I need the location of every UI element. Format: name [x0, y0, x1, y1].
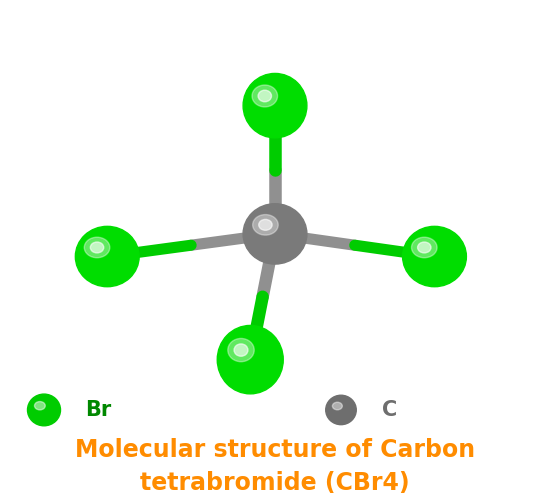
Ellipse shape: [35, 401, 45, 410]
Ellipse shape: [332, 402, 342, 410]
Ellipse shape: [28, 394, 60, 426]
Ellipse shape: [234, 344, 248, 356]
Ellipse shape: [258, 90, 272, 102]
Ellipse shape: [252, 85, 278, 107]
Ellipse shape: [90, 242, 104, 253]
Text: C: C: [382, 400, 398, 420]
Text: Br: Br: [85, 400, 112, 420]
Text: Molecular structure of Carbon: Molecular structure of Carbon: [75, 438, 475, 462]
Text: tetrabromide (CBr4): tetrabromide (CBr4): [140, 471, 410, 495]
Ellipse shape: [243, 73, 307, 138]
Ellipse shape: [326, 395, 356, 425]
Ellipse shape: [228, 339, 254, 362]
Ellipse shape: [217, 325, 283, 394]
Ellipse shape: [411, 237, 437, 258]
Ellipse shape: [84, 237, 110, 258]
Ellipse shape: [403, 226, 466, 287]
Ellipse shape: [75, 226, 139, 287]
Ellipse shape: [258, 219, 272, 230]
Ellipse shape: [417, 242, 431, 253]
Ellipse shape: [252, 215, 278, 235]
Ellipse shape: [243, 204, 307, 264]
